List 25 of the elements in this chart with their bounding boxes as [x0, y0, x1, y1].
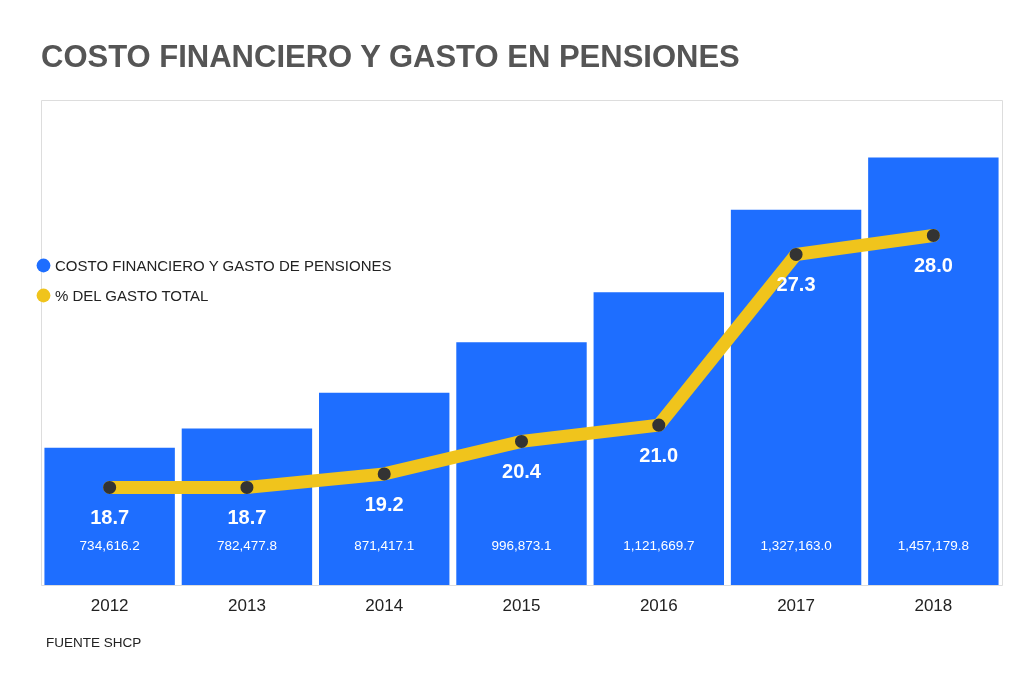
data-label: 1,457,179.8	[897, 538, 970, 553]
data-label: 27.3	[776, 273, 816, 296]
source-note: FUENTE SHCP	[46, 635, 142, 650]
chart-title: COSTO FINANCIERO Y GASTO EN PENSIONES	[41, 39, 740, 74]
data-label: 28.0	[913, 254, 953, 277]
x-tick-label: 2012	[90, 595, 129, 615]
x-tick-label: 2015	[502, 595, 541, 615]
x-tick-label: 2018	[914, 595, 953, 615]
legend-label: % DEL GASTO TOTAL	[55, 286, 209, 304]
x-tick-label: 2017	[777, 595, 815, 615]
data-label: 19.2	[364, 492, 404, 515]
data-label: 18.7	[227, 506, 267, 529]
data-label: 782,477.8	[216, 538, 277, 553]
data-label: 1,121,669.7	[623, 538, 695, 553]
legend-label: COSTO FINANCIERO Y GASTO DE PENSIONES	[55, 256, 392, 274]
data-label: 734,616.2	[79, 538, 140, 553]
x-tick-label: 2016	[639, 595, 678, 615]
x-tick-label: 2014	[365, 595, 404, 615]
data-label: 871,417.1	[354, 538, 415, 553]
data-label: 20.4	[502, 460, 542, 483]
data-label: 996,873.1	[491, 538, 552, 553]
data-label: 1,327,163.0	[760, 538, 832, 553]
x-tick-label: 2013	[228, 595, 266, 615]
data-label: 21.0	[639, 444, 679, 467]
data-label: 18.7	[90, 506, 130, 529]
